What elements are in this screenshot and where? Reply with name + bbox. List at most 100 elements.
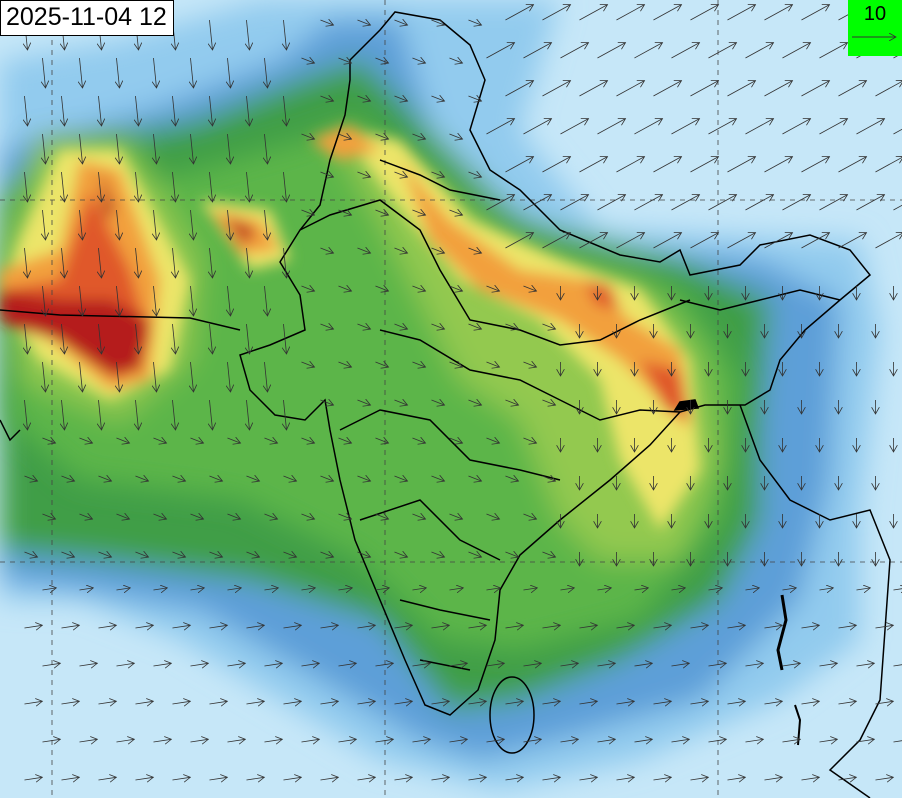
wind-arrow bbox=[579, 777, 597, 780]
wind-arrow bbox=[634, 588, 648, 590]
wind-arrow bbox=[116, 285, 119, 316]
wind-arrow bbox=[579, 233, 607, 249]
wind-arrow bbox=[338, 58, 351, 63]
wind-arrow bbox=[486, 514, 499, 519]
wind-arrow bbox=[727, 625, 745, 628]
wind-arrow bbox=[486, 739, 504, 742]
wind-arrow bbox=[301, 286, 314, 291]
wind-arrow bbox=[190, 361, 193, 392]
wind-arrow bbox=[764, 233, 792, 249]
wind-arrow bbox=[856, 663, 874, 666]
wind-arrow bbox=[671, 663, 689, 666]
wind-arrow bbox=[505, 701, 523, 704]
wind-arrow bbox=[116, 739, 134, 742]
wind-arrow bbox=[468, 552, 481, 557]
wind-arrow bbox=[801, 701, 819, 704]
wind-arrow bbox=[153, 739, 171, 742]
wind-arrow bbox=[357, 552, 370, 557]
wind-arrow bbox=[24, 323, 27, 354]
wind-arrow bbox=[375, 588, 389, 590]
wind-arrow bbox=[764, 625, 782, 628]
wind-arrow bbox=[116, 209, 119, 240]
wind-arrow bbox=[190, 209, 193, 240]
wind-arrow bbox=[505, 324, 518, 329]
wind-arrow bbox=[634, 663, 652, 666]
wind-arrow bbox=[172, 777, 190, 780]
wind-arrow bbox=[505, 233, 533, 249]
wind-arrow bbox=[338, 588, 352, 590]
wind-arrow bbox=[98, 777, 116, 780]
wind-arrow bbox=[893, 664, 902, 667]
wind-arrow bbox=[819, 43, 847, 59]
wind-arrow bbox=[283, 19, 286, 50]
wind-arrow bbox=[505, 5, 533, 21]
wind-arrow bbox=[708, 119, 736, 135]
wind-arrow bbox=[42, 739, 60, 742]
wind-arrow bbox=[653, 777, 671, 780]
wind-arrow bbox=[838, 625, 856, 628]
wind-arrow bbox=[301, 438, 314, 443]
wind-arrow bbox=[98, 95, 101, 126]
wind-arrow bbox=[394, 96, 407, 101]
wind-arrow bbox=[745, 739, 763, 742]
wind-arrow bbox=[264, 588, 278, 590]
wind-arrow bbox=[264, 57, 267, 88]
wind-arrow bbox=[42, 663, 60, 666]
wind-arrow bbox=[394, 248, 407, 253]
wind-arrow bbox=[42, 133, 45, 164]
wind-arrow bbox=[745, 43, 773, 59]
wind-arrow bbox=[172, 399, 175, 430]
wind-arrow bbox=[782, 663, 800, 666]
wind-arrow bbox=[875, 701, 893, 704]
wind-arrow bbox=[42, 285, 45, 316]
wind-arrow bbox=[24, 247, 27, 278]
wind-arrow bbox=[98, 476, 111, 481]
wind-arrow bbox=[153, 361, 156, 392]
wind-arrow bbox=[523, 195, 551, 211]
wind-arrow bbox=[486, 119, 514, 135]
wind-arrow bbox=[542, 476, 555, 481]
wind-arrow bbox=[838, 777, 856, 780]
wind-arrow bbox=[634, 195, 662, 211]
wind-arrow bbox=[468, 777, 486, 780]
wind-arrow bbox=[708, 663, 726, 666]
wind-arrow bbox=[412, 362, 425, 367]
wind-arrow bbox=[468, 96, 481, 101]
wind-arrow bbox=[801, 5, 829, 21]
wind-arrow bbox=[172, 625, 190, 628]
wind-arrow bbox=[153, 209, 156, 240]
wind-arrow bbox=[893, 740, 902, 743]
wind-arrow bbox=[449, 210, 462, 215]
wind-arrow bbox=[616, 625, 634, 628]
wind-arrow bbox=[79, 663, 97, 666]
wind-arrow bbox=[394, 324, 407, 329]
wind-arrow bbox=[560, 663, 578, 666]
wind-arrow bbox=[375, 514, 388, 519]
wind-arrow bbox=[560, 588, 574, 590]
wind-arrow bbox=[320, 248, 333, 253]
wind-arrow bbox=[246, 171, 249, 202]
wind-arrow bbox=[468, 400, 481, 405]
wind-arrow bbox=[61, 247, 64, 278]
wind-arrow bbox=[227, 133, 230, 164]
wind-arrow bbox=[449, 58, 462, 63]
wind-arrow bbox=[634, 119, 662, 135]
wind-arrow bbox=[283, 323, 286, 354]
wind-arrow bbox=[98, 323, 101, 354]
wind-arrow bbox=[209, 323, 212, 354]
wind-arrow bbox=[375, 286, 388, 291]
wind-arrow bbox=[98, 701, 116, 704]
wind-arrow bbox=[246, 476, 259, 481]
wind-arrow bbox=[431, 400, 444, 405]
wind-arrow bbox=[819, 588, 833, 590]
wind-arrow bbox=[597, 119, 625, 135]
wind-arrow bbox=[338, 286, 351, 291]
wind-arrow bbox=[801, 233, 829, 249]
wind-arrow bbox=[838, 81, 866, 97]
wind-arrow bbox=[727, 233, 755, 249]
wind-arrow bbox=[412, 438, 425, 443]
wind-arrow bbox=[135, 552, 148, 557]
wind-arrow bbox=[634, 43, 662, 59]
